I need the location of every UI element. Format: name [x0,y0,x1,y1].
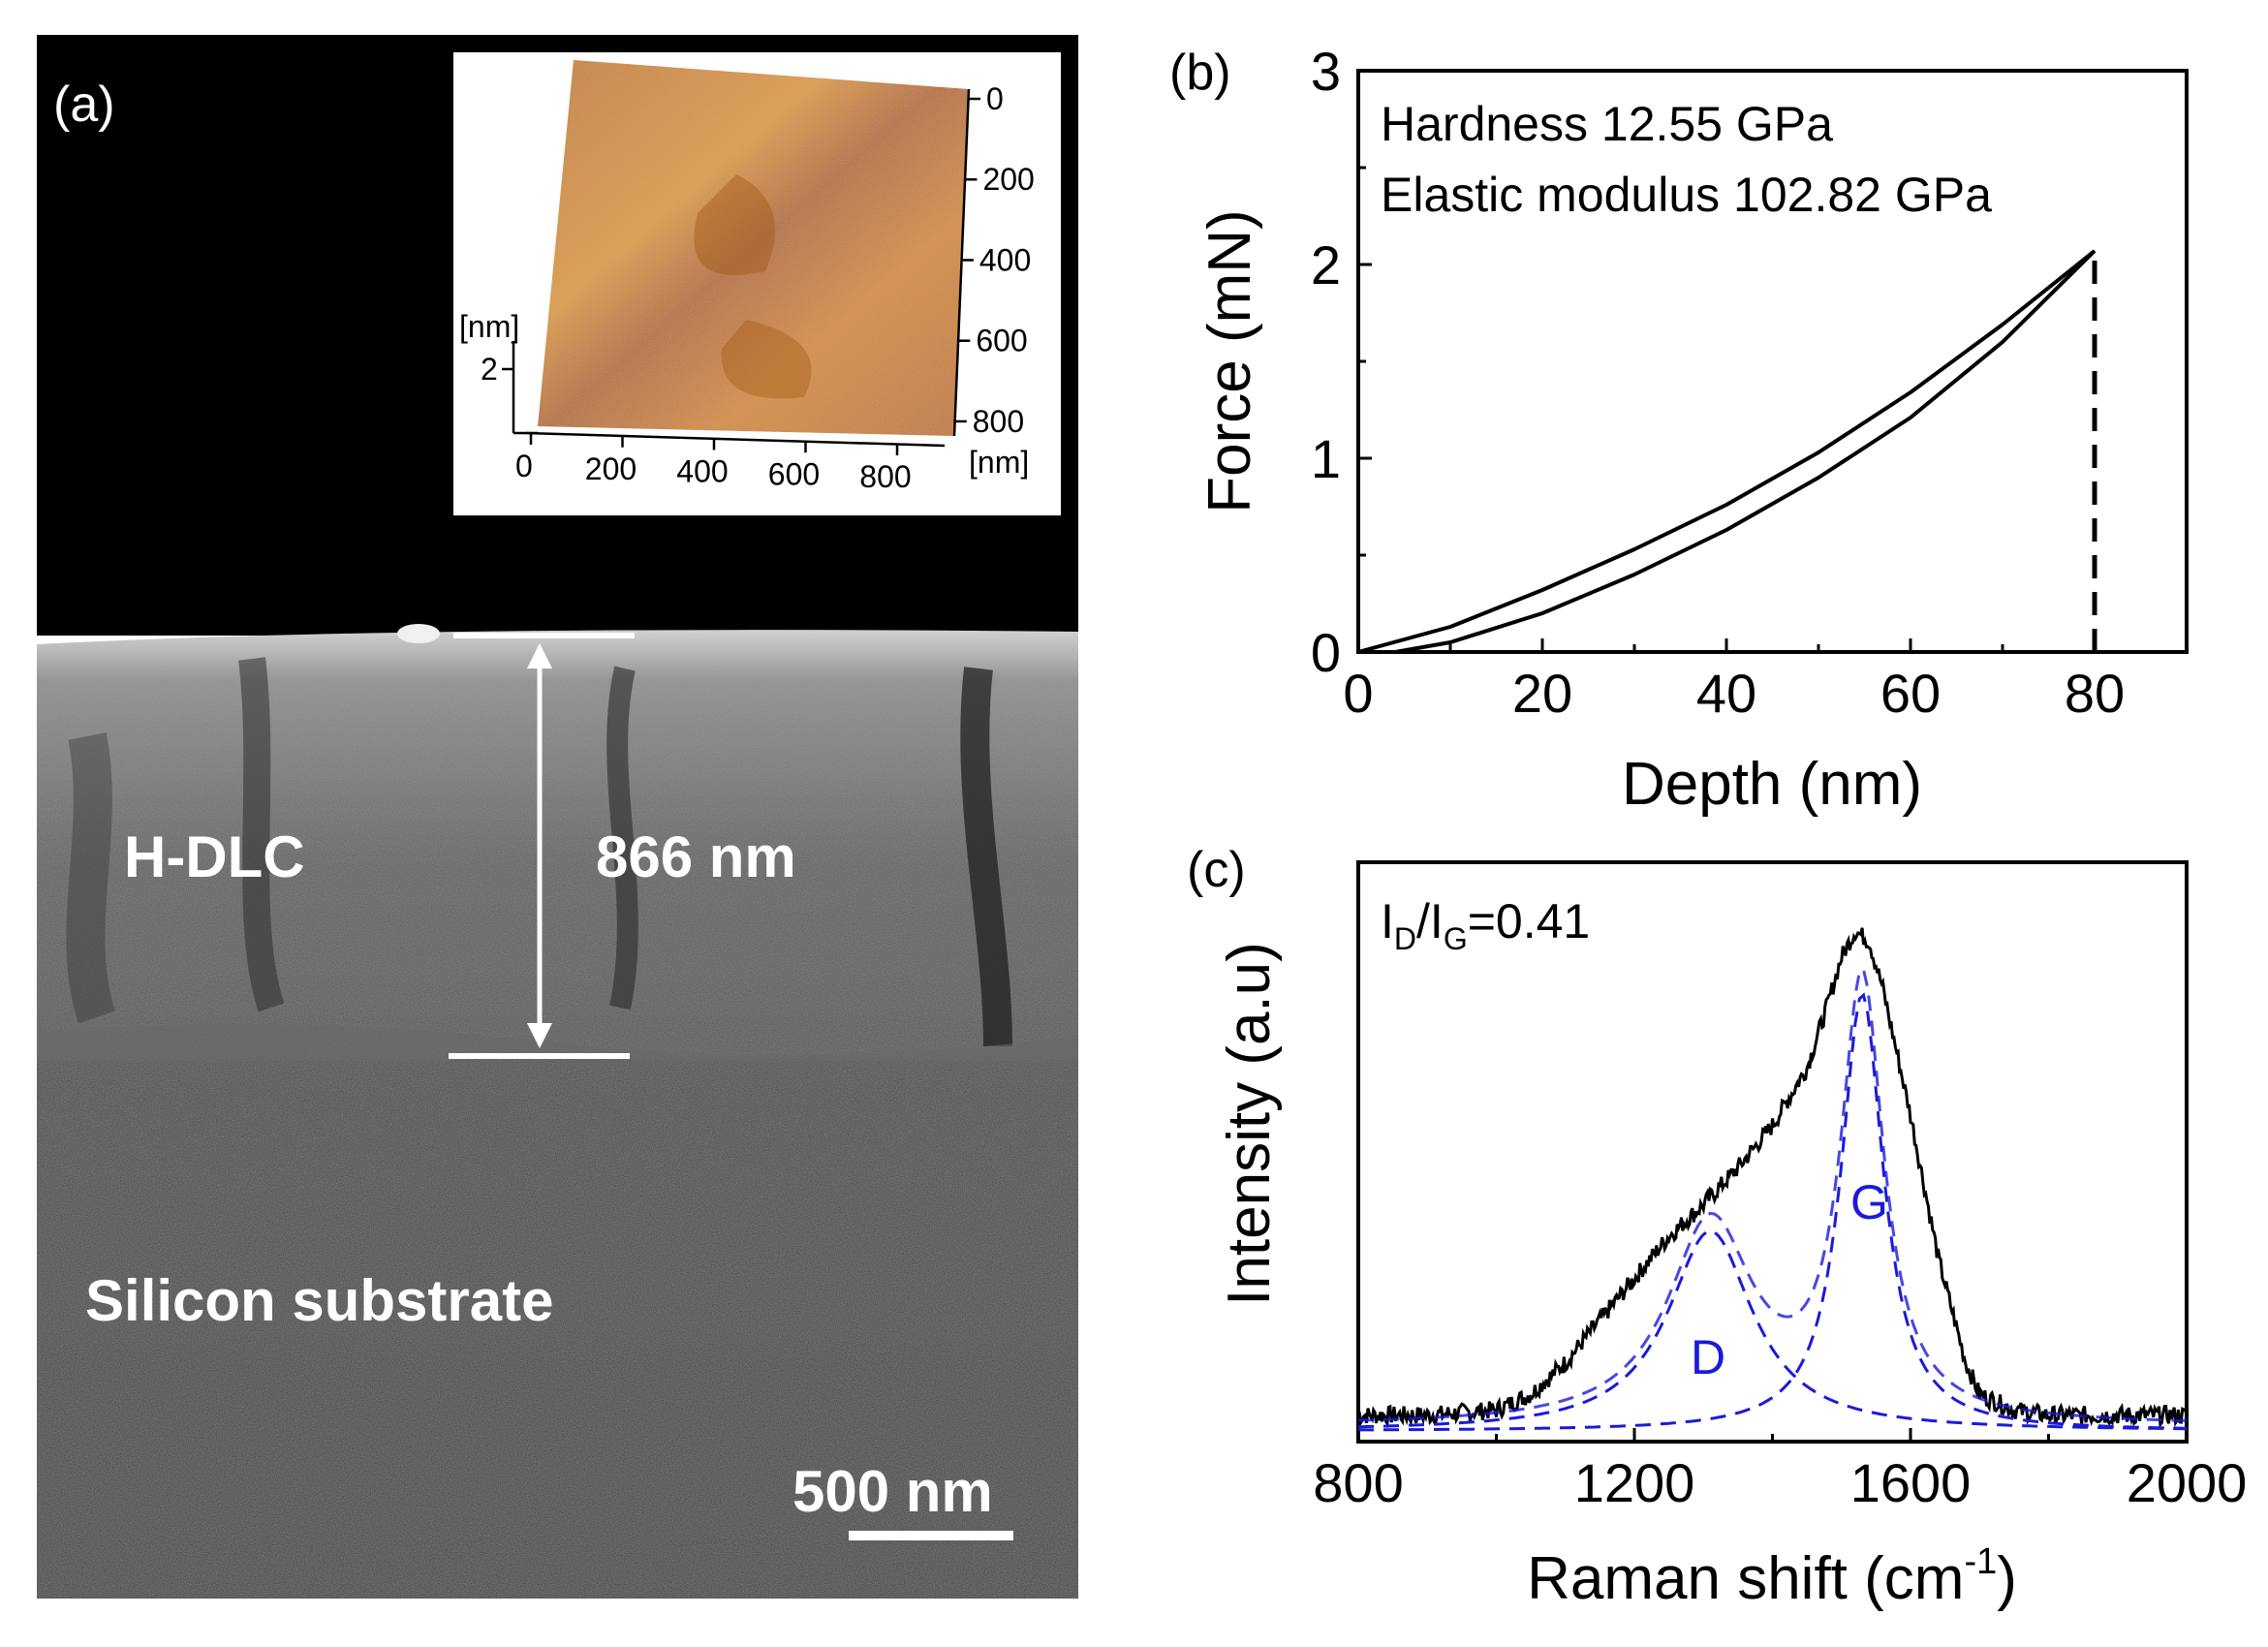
afm-x-axis [525,431,946,448]
afm-y-tick-label: 200 [982,162,1034,197]
panel-b-y-tick-label: 1 [1311,428,1341,489]
scale-bar-label: 500 nm [792,1459,993,1524]
panel-c-ratio-annotation: ID/IG=0.41 [1381,894,1590,956]
panel-b-annotation-hardness: Hardness 12.55 GPa [1381,97,1833,151]
afm-y-tick-label: 800 [973,404,1024,439]
afm-y-axis [952,88,971,437]
sem-film-region [37,630,1078,1056]
afm-inset: 0 200 400 600 800 0 200 400 600 800 [nm] [nm] 2 [453,52,1061,515]
thickness-arrow-head-down [527,1023,552,1048]
panel-c-sum-fit [1357,967,2188,1422]
panel-c-x-tick-label: 1600 [1850,1452,1972,1513]
panel-b-unloading-curve [1394,249,2097,654]
afm-x-tick-label: 200 [585,451,637,486]
sem-column-streak [66,732,116,1024]
peak-g-label: G [1850,1175,1888,1229]
panel-c-x-tick-label: 800 [1313,1452,1403,1513]
panel-c-x-axis-title: Raman shift (cm-1) [1527,1541,2017,1612]
panel-b-x-tick-label: 40 [1696,663,1756,724]
afm-z-unit: [nm] [459,309,519,344]
panel-c-g-peak-fit [1358,992,2188,1432]
panel-c-x-tick-label: 2000 [2127,1452,2248,1513]
sem-column-streak [960,667,1012,1047]
afm-y-tick-label: 600 [976,324,1027,358]
panel-b: (b) 0 20 40 60 80 0 1 2 3 Hardness 12.55 GPa Ela… [1169,41,2189,818]
panel-b-x-tick-label: 60 [1880,663,1941,724]
sem-column-streak [606,666,638,1010]
panel-a-label: (a) [53,77,115,133]
sem-interface [37,1024,1078,1061]
peak-d-label: D [1691,1330,1725,1384]
panel-c-measured-spectrum [1356,927,2189,1429]
afm-x-tick-label: 600 [768,456,820,491]
panel-b-loading-curve [1357,249,2097,654]
panel-b-frame [1356,69,2189,654]
panel-b-x-tick-label: 0 [1343,663,1373,724]
panel-c: (c) 800 1200 1600 2000 ID/IG=0.41 D G Raman… [1187,842,2247,1612]
afm-y-tick-label: 400 [979,242,1031,277]
panel-c-d-peak-fit [1357,1228,2187,1431]
afm-surface [538,60,969,436]
panel-b-y-tick-label: 3 [1311,41,1341,102]
afm-surface-shadow [694,174,775,275]
afm-z-tick-label: 2 [481,352,498,387]
afm-x-tick-label: 400 [676,454,728,489]
thickness-label: 866 nm [596,824,796,889]
afm-y-unit: [nm] [969,445,1029,480]
afm-x-tick-label: 800 [859,459,911,494]
panel-b-label: (b) [1169,45,1231,101]
panel-b-x-tick-label: 20 [1512,663,1572,724]
afm-surface-shadow [721,320,812,399]
panel-b-annotation-modulus: Elastic modulus 102.82 GPa [1381,168,1992,222]
afm-x-tick-label: 0 [515,449,533,483]
afm-y-tick-label: 0 [986,81,1004,116]
panel-c-y-axis-title: Intensity (a.u) [1216,942,1283,1306]
panel-b-x-tick-label: 80 [2065,663,2125,724]
thickness-arrow-head-up [527,643,552,668]
layer-label: H-DLC [124,824,305,889]
panel-c-label: (c) [1187,842,1246,898]
panel-b-y-axis-title: Force (mN) [1196,209,1263,513]
substrate-label: Silicon substrate [85,1268,553,1333]
panel-b-y-tick-label: 0 [1311,622,1341,683]
panel-c-frame [1356,860,2189,1444]
sem-substrate-region [37,1056,1078,1599]
panel-b-x-axis-title: Depth (nm) [1622,751,1922,818]
sem-column-streak [238,657,285,1012]
panel-b-y-tick-label: 2 [1311,234,1341,295]
sem-surface-particle [397,624,440,643]
panel-c-x-tick-label: 1200 [1574,1452,1695,1513]
